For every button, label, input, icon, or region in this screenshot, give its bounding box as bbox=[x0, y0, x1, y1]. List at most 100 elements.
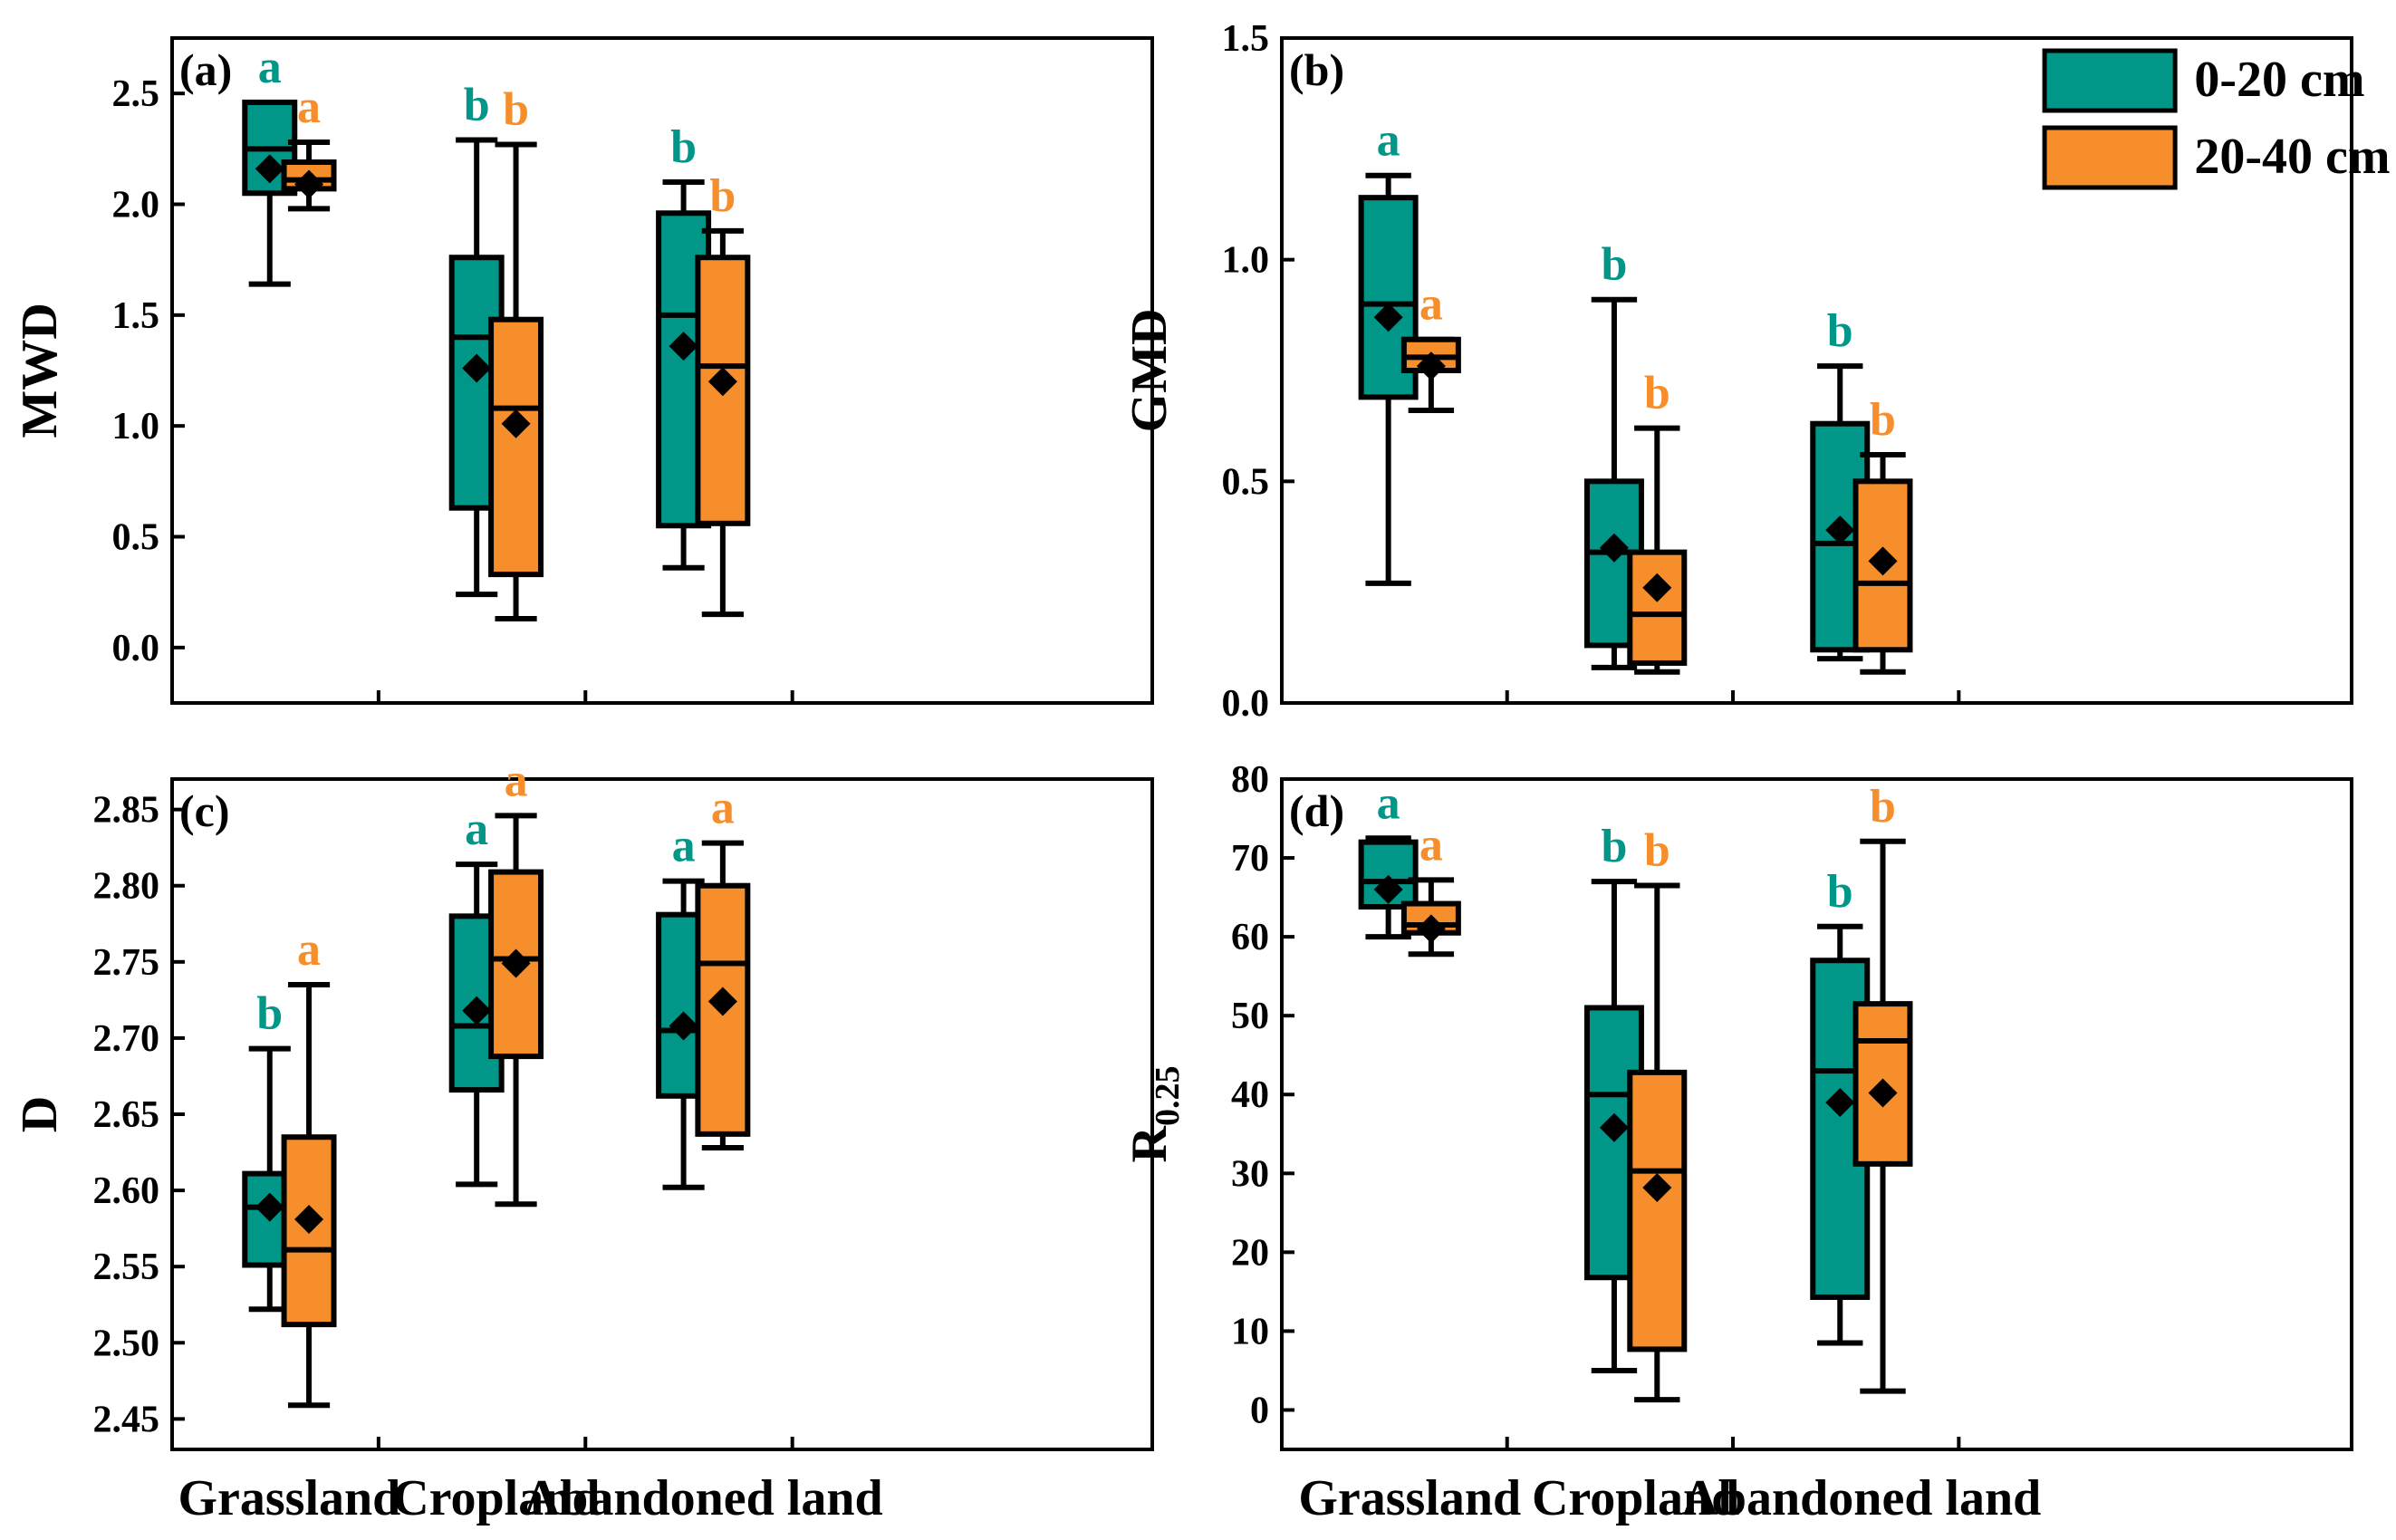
legend-label: 0-20 cm bbox=[2194, 52, 2364, 108]
panel-label: (a) bbox=[179, 44, 232, 95]
significance-letter: b bbox=[1644, 368, 1670, 419]
significance-letter: b bbox=[1870, 781, 1896, 833]
y-axis-title: GMD bbox=[1121, 309, 1178, 433]
mean-marker bbox=[1868, 546, 1898, 576]
mean-marker bbox=[255, 154, 284, 184]
legend: 0-20 cm 20-40 cm bbox=[2042, 48, 2391, 190]
panel-label: (b) bbox=[1289, 44, 1344, 95]
significance-letter: a bbox=[258, 42, 282, 93]
y-tick-label: 2.50 bbox=[93, 1323, 160, 1364]
box-grassland-20-40: a bbox=[1400, 819, 1461, 958]
y-tick-label: 2.65 bbox=[93, 1094, 160, 1136]
box-abandoned-land-20-40: b bbox=[1852, 781, 1913, 1394]
mean-marker bbox=[1416, 351, 1446, 381]
panel-label: (c) bbox=[179, 785, 230, 836]
plot-frame bbox=[1280, 777, 2353, 1451]
box-grassland-20-40: a bbox=[1400, 279, 1461, 414]
significance-letter: b bbox=[670, 121, 697, 173]
box-iqr bbox=[695, 255, 751, 526]
mean-marker bbox=[1642, 573, 1672, 602]
y-tick-label: 0.5 bbox=[112, 517, 160, 559]
y-tick-label: 1.0 bbox=[1222, 240, 1270, 282]
box-grassland-0-20: a bbox=[242, 42, 298, 287]
box-grassland-0-20: a bbox=[1358, 777, 1419, 940]
y-tick-label: 0.5 bbox=[1222, 461, 1270, 503]
mean-marker bbox=[501, 409, 531, 438]
y-tick-label: 50 bbox=[1231, 996, 1269, 1037]
y-tick-label: 2.55 bbox=[93, 1246, 160, 1288]
y-tick-label: 10 bbox=[1231, 1311, 1269, 1352]
y-tick-label: 2.45 bbox=[93, 1399, 160, 1440]
significance-letter: a bbox=[465, 804, 488, 855]
significance-letter: b bbox=[1601, 239, 1627, 291]
mean-marker bbox=[1373, 874, 1403, 904]
y-tick-label: 2.60 bbox=[93, 1170, 160, 1212]
mean-marker bbox=[669, 332, 698, 361]
significance-letter: a bbox=[297, 924, 321, 976]
box-abandoned-land-20-40: b bbox=[1852, 394, 1913, 675]
mean-marker bbox=[1825, 515, 1855, 545]
y-tick-label: 30 bbox=[1231, 1153, 1269, 1195]
y-tick-label: 0.0 bbox=[112, 628, 160, 669]
box-cropland-20-40: b bbox=[1627, 368, 1688, 675]
y-tick-label: 2.70 bbox=[93, 1018, 160, 1060]
y-tick-label: 0.0 bbox=[1222, 683, 1270, 725]
plot-frame bbox=[170, 36, 1154, 705]
panel-label: (d) bbox=[1289, 785, 1344, 836]
significance-letter: a bbox=[1419, 819, 1443, 871]
box-grassland-20-40: a bbox=[281, 82, 337, 212]
x-category-label: Abandoned land bbox=[1681, 1470, 2041, 1526]
legend-label: 20-40 cm bbox=[2194, 129, 2390, 185]
y-axis-title: R0.25 bbox=[1121, 1066, 1187, 1163]
y-tick-label: 60 bbox=[1231, 917, 1269, 958]
y-tick-label: 1.5 bbox=[112, 295, 160, 337]
x-category-label: Grassland bbox=[178, 1470, 400, 1526]
mean-marker bbox=[255, 1192, 284, 1222]
y-tick-label: 2.0 bbox=[112, 185, 160, 226]
significance-letter: a bbox=[1419, 279, 1443, 331]
significance-letter: a bbox=[711, 783, 735, 834]
box-cropland-20-40: b bbox=[488, 83, 544, 622]
y-tick-label: 2.5 bbox=[112, 73, 160, 115]
mean-marker bbox=[501, 948, 531, 978]
mean-marker bbox=[707, 367, 737, 397]
y-tick-label: 80 bbox=[1231, 759, 1269, 801]
mean-marker bbox=[1642, 1172, 1672, 1202]
significance-letter: a bbox=[1377, 777, 1400, 829]
mean-marker bbox=[1373, 303, 1403, 332]
significance-letter: b bbox=[1827, 866, 1853, 918]
significance-letter: b bbox=[1601, 821, 1627, 872]
box-abandoned-land-0-20: b bbox=[1810, 866, 1871, 1346]
mean-marker bbox=[1599, 1112, 1629, 1142]
mean-marker bbox=[1599, 533, 1629, 563]
y-tick-label: 0 bbox=[1250, 1390, 1269, 1431]
x-category-label: Grassland bbox=[1298, 1470, 1521, 1526]
legend-swatch bbox=[2042, 48, 2178, 113]
mean-marker bbox=[1416, 914, 1446, 944]
significance-letter: a bbox=[672, 821, 696, 872]
y-axis-title: D bbox=[12, 1096, 68, 1132]
panel-c: 2.45 2.50 2.55 2.60 2.65 2.70 2.75 2.80 2.85 D (c)… bbox=[12, 755, 1154, 1526]
y-tick-label: 2.75 bbox=[93, 942, 160, 984]
y-tick-label: 40 bbox=[1231, 1074, 1269, 1116]
significance-letter: b bbox=[464, 80, 490, 131]
y-tick-label: 70 bbox=[1231, 838, 1269, 880]
y-tick-label: 1.0 bbox=[112, 406, 160, 448]
mean-marker bbox=[669, 1011, 698, 1041]
y-tick-label: 20 bbox=[1231, 1232, 1269, 1274]
significance-letter: a bbox=[297, 82, 321, 133]
mean-marker bbox=[1825, 1087, 1855, 1117]
mean-marker bbox=[294, 169, 324, 199]
significance-letter: b bbox=[256, 988, 283, 1040]
significance-letter: b bbox=[503, 83, 529, 135]
significance-letter: b bbox=[709, 170, 736, 222]
y-tick-label: 2.85 bbox=[93, 790, 160, 832]
mean-marker bbox=[1868, 1078, 1898, 1108]
box-cropland-20-40: b bbox=[1627, 825, 1688, 1403]
box-cropland-20-40: a bbox=[488, 755, 544, 1208]
box-abandoned-land-20-40: b bbox=[695, 170, 751, 618]
box-iqr bbox=[488, 316, 544, 578]
